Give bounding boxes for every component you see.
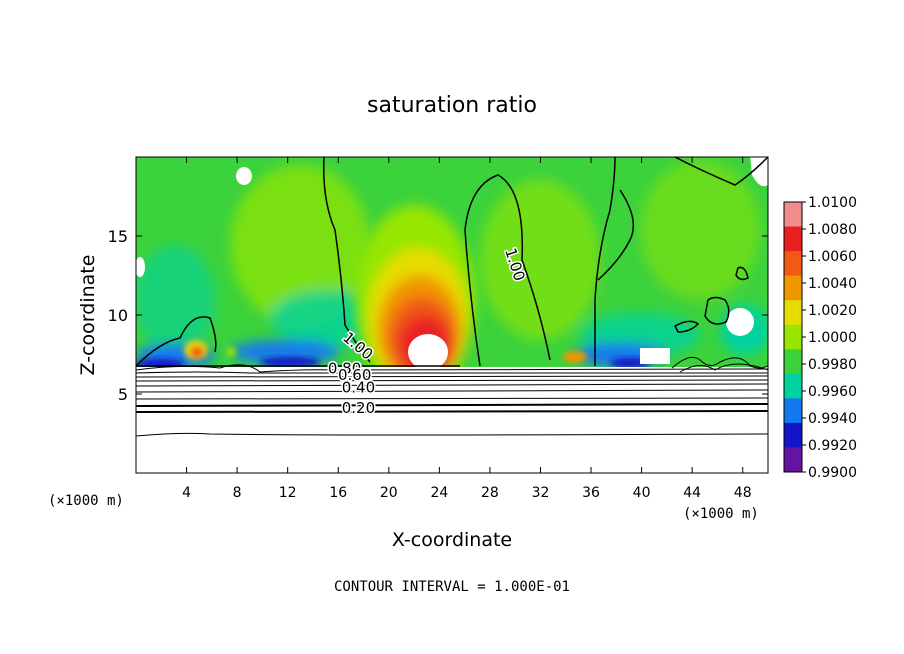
colorbar-label: 1.0100 [808,195,857,211]
y-tick-label: 15 [108,227,128,246]
x-tick-label: 24 [430,485,448,501]
colorbar-swatch [784,324,802,350]
colorbar: 1.0100 1.0080 1.0060 1.0040 1.0020 1.0000 0.99… [783,195,857,481]
y-axis-label: Z-coordinate [77,255,99,376]
colorbar-swatch [784,202,802,228]
x-tick-label: 48 [734,485,752,501]
colorbar-label: 1.0060 [808,249,857,265]
y-axis: 5 10 15 [108,227,768,404]
contour-interval-note: CONTOUR INTERVAL = 1.000E-01 [334,579,570,595]
colorbar-swatch [784,349,802,375]
colorbar-swatch [784,447,802,473]
colorbar-swatch [784,422,802,448]
contour-label: 0.40 [342,378,375,396]
x-axis-label: X-coordinate [392,529,512,551]
x-tick-label: 40 [633,485,651,501]
x-unit-label-left: (×1000 m) [48,493,124,509]
colorbar-label: 0.9940 [808,411,857,427]
saturation-field [136,157,768,473]
x-tick-label: 20 [380,485,398,501]
colorbar-swatch [784,226,802,252]
x-tick-label: 32 [532,485,550,501]
x-tick-label: 12 [279,485,297,501]
x-axis: 4 8 12 16 20 24 28 32 36 40 44 48 [182,157,752,501]
colorbar-swatch [784,398,802,424]
colorbar-label: 0.9900 [808,465,857,481]
colorbar-label: 0.9920 [808,438,857,454]
colorbar-label: 1.0020 [808,303,857,319]
y-tick-label: 10 [108,306,128,325]
x-tick-label: 44 [683,485,701,501]
colorbar-label: 0.9960 [808,384,857,400]
colorbar-swatch [784,300,802,326]
x-tick-label: 8 [233,485,242,501]
colorbar-label: 1.0040 [808,276,857,292]
colorbar-label: 0.9980 [808,357,857,373]
contour-label: 0.80 [328,359,361,377]
contour-label: 0.60 [338,366,371,384]
x-tick-label: 16 [329,485,347,501]
chart-title: saturation ratio [367,93,537,118]
colorbar-swatch [784,275,802,301]
colorbar-label: 1.0080 [808,222,857,238]
y-tick-label: 5 [118,385,128,404]
contour-label: 0.20 [342,399,375,417]
x-tick-label: 28 [481,485,499,501]
x-unit-label-right: (×1000 m) [683,506,759,522]
x-tick-label: 4 [182,485,191,501]
colorbar-swatch [784,373,802,399]
colorbar-swatch [784,251,802,277]
colorbar-label: 1.0000 [808,330,857,346]
x-tick-label: 36 [582,485,600,501]
